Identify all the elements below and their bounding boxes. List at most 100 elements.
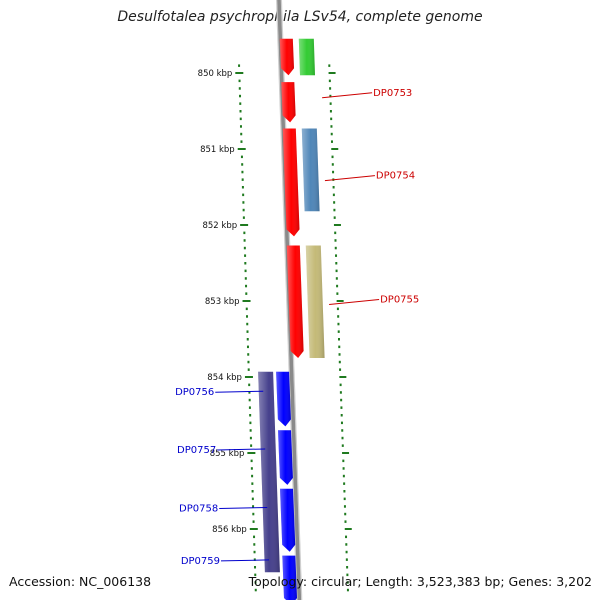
ruler-dot <box>328 72 336 74</box>
map-title: Desulfotalea psychrophila LSv54, complet… <box>117 9 483 25</box>
ruler-dot <box>329 102 332 105</box>
major-tick <box>247 452 256 454</box>
minor-tick-dot <box>246 330 249 333</box>
ruler-dot <box>337 315 340 318</box>
ruler-dot <box>346 581 349 584</box>
gene-feature-shading <box>281 82 296 123</box>
tick-label: 851 kbp <box>200 145 235 155</box>
ruler-dot <box>339 383 342 387</box>
minor-tick-dot <box>248 398 251 402</box>
minor-tick-dot <box>238 79 241 83</box>
ruler-dot <box>339 368 342 371</box>
ruler-dot <box>340 398 343 402</box>
gene-label[interactable]: DP0758 <box>179 503 218 514</box>
major-tick <box>242 300 251 302</box>
minor-tick-dot <box>249 429 252 432</box>
major-tick <box>235 72 244 74</box>
minor-tick-dot <box>245 292 248 295</box>
ruler-dot <box>344 528 352 530</box>
ruler-dot <box>343 490 346 493</box>
ruler-dot <box>334 246 337 250</box>
ruler-dot <box>333 216 336 219</box>
ruler-dot <box>333 224 341 226</box>
minor-tick-dot <box>243 231 246 235</box>
minor-tick-dot <box>246 345 249 349</box>
ruler-dot <box>342 474 345 478</box>
minor-tick-dot <box>238 87 241 90</box>
ruler-dot <box>339 376 347 378</box>
minor-tick-dot <box>253 558 256 561</box>
minor-tick-dot <box>254 581 257 584</box>
ruler-dot <box>341 436 344 440</box>
ruler-dot <box>340 406 343 409</box>
minor-tick-dot <box>242 193 245 197</box>
minor-tick-dot <box>242 216 245 219</box>
ruler-dot <box>338 353 341 356</box>
ruler-dot <box>340 414 343 417</box>
tick-label: 850 kbp <box>198 69 233 79</box>
ruler-dot <box>334 231 337 235</box>
minor-tick-dot <box>254 566 257 569</box>
gene-label[interactable]: DP0757 <box>177 445 216 456</box>
gene-label[interactable]: DP0753 <box>373 88 412 99</box>
tick-label: 856 kbp <box>212 525 247 535</box>
ruler-dot <box>346 588 349 592</box>
ruler-dot <box>336 284 339 288</box>
ruler-dot <box>336 292 339 295</box>
minor-tick-dot <box>239 94 242 98</box>
major-tick <box>237 148 246 150</box>
tick-dot-layer <box>238 64 352 592</box>
ruler-dot <box>335 269 338 273</box>
minor-tick-dot <box>239 102 242 105</box>
ruler-dot <box>338 360 341 364</box>
minor-tick-dot <box>254 573 257 577</box>
minor-tick-dot <box>250 467 253 470</box>
gene-label[interactable]: DP0755 <box>380 294 419 305</box>
minor-tick-dot <box>240 140 243 143</box>
ruler-dot <box>330 140 333 143</box>
minor-tick-dot <box>250 444 253 447</box>
tick-layer: 850 kbp 851 kbp 852 kbp 853 kbp 854 kbp 855 k… <box>198 69 258 535</box>
tick-label: 852 kbp <box>202 221 237 231</box>
major-tick <box>240 224 249 226</box>
gene-label[interactable]: DP0754 <box>376 171 415 182</box>
minor-tick-dot <box>250 459 253 463</box>
ruler-dot <box>334 239 337 242</box>
gene-label[interactable]: DP0759 <box>181 556 220 567</box>
gene-label-layer: DP0753 DP0754 DP0755 DP0756 DP0757 DP0758 DP07… <box>175 88 419 567</box>
gene-label[interactable]: DP0756 <box>175 387 214 398</box>
gene-feature-shading <box>280 488 296 552</box>
ruler-dot <box>333 208 336 212</box>
ruler-dot <box>332 193 335 197</box>
minor-tick-dot <box>242 201 245 204</box>
gene-feature-shading <box>282 555 297 600</box>
minor-tick-dot <box>251 497 254 501</box>
ruler-dot <box>335 262 338 265</box>
ruler-dot <box>336 307 339 311</box>
gene-leader-line <box>215 390 264 393</box>
ruler-dot <box>337 330 340 333</box>
ruler-dot <box>343 505 346 508</box>
gene-leader-line <box>329 298 380 305</box>
gene-feature-shading <box>305 245 325 358</box>
minor-tick-dot <box>248 391 251 394</box>
topology-summary: Topology: circular; Length: 3,523,383 bp… <box>248 574 592 589</box>
minor-tick-dot <box>253 550 256 554</box>
ruler-dot <box>340 421 343 425</box>
minor-tick-dot <box>247 360 250 364</box>
gene-feature-shading <box>286 245 304 358</box>
minor-tick-dot <box>239 117 242 121</box>
ruler-dot <box>330 132 333 136</box>
ruler-dot <box>337 338 340 341</box>
ruler-dot <box>343 497 346 501</box>
ruler-dot <box>339 391 342 394</box>
minor-tick-dot <box>252 520 255 523</box>
gene-leader-line <box>220 559 270 562</box>
gene-feature-shading <box>301 128 320 212</box>
ruler-dot <box>346 566 349 569</box>
minor-tick-dot <box>244 254 247 257</box>
gene-feature-shading <box>276 371 291 427</box>
minor-tick-dot <box>242 208 245 212</box>
ruler-dot <box>331 155 334 159</box>
minor-tick-dot <box>246 338 249 341</box>
